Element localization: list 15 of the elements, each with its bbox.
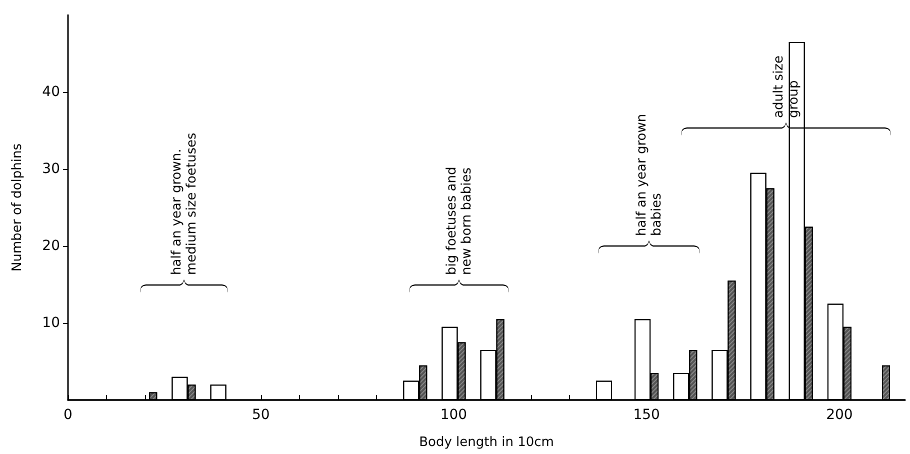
x-tick-label: 150 (633, 407, 660, 423)
x-tick-label: 50 (252, 407, 270, 423)
annotation: big foetuses and new born babies (444, 166, 474, 275)
x-axis-title: Body length in 10cm (419, 435, 554, 450)
annotation: half an year grown. medium size foetuses (170, 132, 200, 275)
y-axis-title: Number of dolphins (10, 143, 25, 272)
annotation: adult size group (772, 55, 802, 118)
y-tick-label: 40 (42, 84, 60, 100)
y-tick-label: 10 (42, 315, 60, 331)
y-tick-label: 20 (42, 238, 60, 254)
x-tick-label: 200 (826, 407, 853, 423)
x-tick-label: 0 (64, 407, 72, 423)
x-tick-label: 100 (440, 407, 468, 423)
y-tick-label: 30 (42, 161, 60, 177)
annotation: half an year grown babies (634, 114, 664, 236)
